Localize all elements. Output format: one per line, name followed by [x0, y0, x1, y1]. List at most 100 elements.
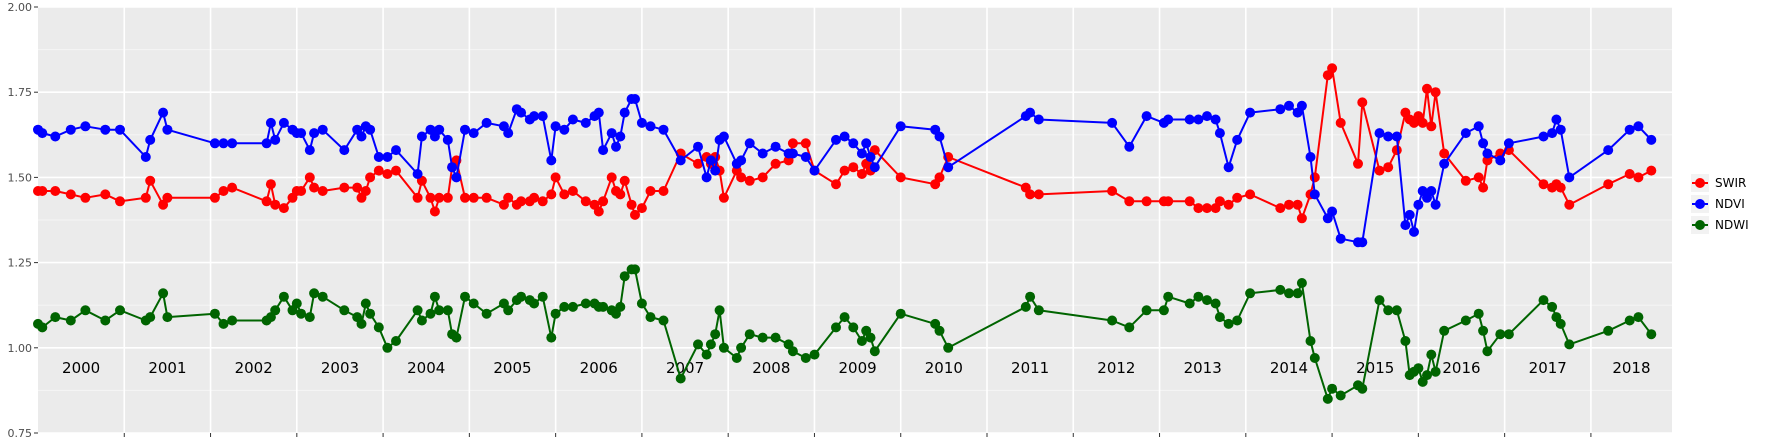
data-point-ndwi [1033, 305, 1044, 316]
data-point-ndwi [675, 373, 686, 384]
data-point-ndvi [848, 138, 859, 149]
data-point-ndwi [1473, 308, 1484, 319]
data-point-swir [261, 196, 272, 207]
data-point-ndwi [710, 329, 721, 340]
data-point-swir [352, 182, 363, 193]
data-point-swir [848, 162, 859, 173]
data-point-ndwi [1400, 336, 1411, 346]
data-point-ndvi [1107, 117, 1118, 128]
data-point-ndwi [1020, 301, 1031, 312]
data-point-swir [895, 172, 906, 183]
data-point-swir [1296, 213, 1307, 224]
data-point-ndwi [291, 298, 302, 309]
data-point-ndwi [317, 291, 328, 302]
data-point-ndwi [630, 264, 640, 275]
data-point-ndvi [1383, 131, 1394, 142]
data-point-swir [770, 158, 781, 169]
data-point-ndvi [317, 124, 328, 135]
data-point-ndwi [1426, 349, 1437, 360]
data-point-ndvi [365, 124, 376, 135]
data-point-ndvi [1624, 124, 1635, 135]
data-point-swir [1232, 192, 1243, 203]
data-point-ndwi [1374, 295, 1385, 306]
data-point-ndwi [100, 315, 111, 326]
data-point-ndwi [865, 332, 876, 343]
legend-key-marker [1695, 178, 1705, 188]
data-point-ndwi [1383, 305, 1394, 316]
data-point-ndwi [1322, 393, 1333, 404]
data-point-ndvi [705, 155, 716, 166]
data-point-ndvi [1202, 111, 1212, 122]
data-point-ndwi [757, 332, 768, 343]
data-point-swir [1460, 175, 1471, 186]
data-point-ndwi [382, 342, 393, 353]
y-tick-label: 0.75 [8, 427, 33, 440]
data-point-ndvi [100, 124, 111, 135]
data-point-swir [1538, 179, 1549, 190]
data-point-swir [1357, 97, 1368, 108]
data-point-swir [1603, 179, 1614, 190]
data-point-ndwi [731, 353, 742, 363]
data-point-swir [529, 192, 540, 203]
data-point-ndwi [1327, 383, 1338, 394]
data-point-ndvi [1460, 128, 1471, 139]
data-point-swir [278, 203, 289, 214]
year-label: 2000 [62, 359, 100, 377]
year-label: 2008 [752, 359, 790, 377]
data-point-ndvi [1141, 111, 1152, 122]
data-point-ndvi [606, 128, 617, 139]
data-point-ndvi [356, 131, 367, 142]
data-point-ndvi [800, 152, 811, 162]
data-point-ndvi [416, 131, 427, 142]
year-label: 2014 [1270, 359, 1308, 377]
data-point-ndwi [1025, 291, 1036, 302]
data-point-ndwi [831, 322, 841, 333]
data-point-swir [1564, 199, 1575, 210]
data-point-swir [831, 179, 841, 190]
year-label: 2015 [1356, 359, 1394, 377]
data-point-ndwi [278, 291, 289, 302]
data-point-ndvi [615, 131, 626, 142]
data-point-ndvi [1482, 148, 1493, 159]
data-point-ndvi [1374, 128, 1385, 139]
data-point-swir [839, 165, 850, 176]
data-point-swir [1417, 117, 1428, 128]
data-point-ndwi [1214, 312, 1225, 323]
data-point-swir [365, 172, 376, 183]
data-point-ndvi [1478, 138, 1489, 149]
data-point-ndwi [1210, 298, 1221, 309]
data-point-swir [626, 199, 637, 210]
data-point-ndvi [1232, 134, 1243, 145]
data-point-ndvi [869, 162, 880, 173]
data-point-swir [787, 138, 798, 149]
data-point-ndwi [1193, 291, 1204, 302]
data-point-ndvi [309, 128, 320, 139]
data-point-ndwi [546, 332, 557, 343]
data-point-ndwi [1309, 353, 1320, 363]
data-point-ndwi [1495, 329, 1506, 340]
data-point-ndvi [115, 124, 125, 135]
data-point-ndwi [209, 308, 220, 319]
legend-key-marker [1695, 199, 1705, 209]
data-point-ndvi [1426, 186, 1437, 196]
series-ndvi [33, 94, 1657, 248]
data-point-ndvi [391, 145, 401, 156]
data-point-ndvi [1335, 233, 1346, 244]
data-point-ndwi [360, 298, 371, 309]
data-point-swir [658, 186, 669, 196]
data-point-ndwi [304, 312, 315, 323]
data-point-ndwi [848, 322, 859, 333]
data-point-swir [1163, 196, 1174, 207]
data-point-ndvi [460, 124, 470, 135]
data-point-ndvi [580, 117, 591, 128]
data-point-swir [1033, 189, 1044, 200]
data-point-ndwi [1305, 336, 1316, 346]
data-point-ndvi [1223, 162, 1234, 173]
data-point-ndvi [567, 114, 578, 125]
data-point-ndvi [434, 124, 445, 135]
data-point-swir [619, 175, 630, 186]
data-point-swir [550, 172, 561, 183]
data-point-ndwi [658, 315, 669, 326]
series-line-swir [38, 67, 1652, 220]
